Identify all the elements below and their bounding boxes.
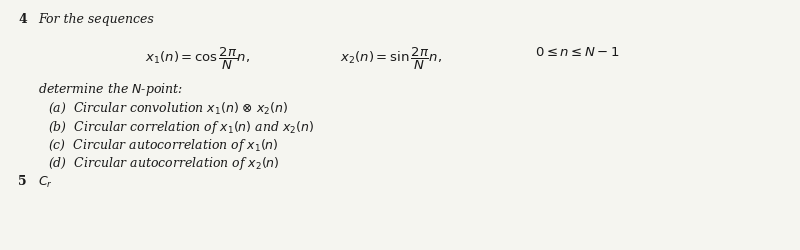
Text: (c)  Circular autocorrelation of $x_1(n)$: (c) Circular autocorrelation of $x_1(n)$ (48, 136, 278, 154)
Text: $x_1(n) = \cos\dfrac{2\pi}{N}n,$: $x_1(n) = \cos\dfrac{2\pi}{N}n,$ (145, 46, 250, 72)
Text: For the sequences: For the sequences (38, 13, 154, 26)
Text: (b)  Circular correlation of $x_1(n)$ and $x_2(n)$: (b) Circular correlation of $x_1(n)$ and… (48, 118, 314, 136)
Text: $0 \leq n \leq N-1$: $0 \leq n \leq N-1$ (535, 46, 620, 59)
Text: 4: 4 (18, 13, 26, 26)
Text: $C_r$: $C_r$ (38, 174, 53, 189)
Text: $x_2(n) = \sin\dfrac{2\pi}{N}n,$: $x_2(n) = \sin\dfrac{2\pi}{N}n,$ (340, 46, 442, 72)
Text: (d)  Circular autocorrelation of $x_2(n)$: (d) Circular autocorrelation of $x_2(n)$ (48, 154, 280, 171)
Text: determine the $N$-point:: determine the $N$-point: (38, 81, 183, 98)
Text: 5: 5 (18, 174, 26, 187)
Text: (a)  Circular convolution $x_1(n)$ ⊗ $x_2(n)$: (a) Circular convolution $x_1(n)$ ⊗ $x_2… (48, 100, 288, 116)
